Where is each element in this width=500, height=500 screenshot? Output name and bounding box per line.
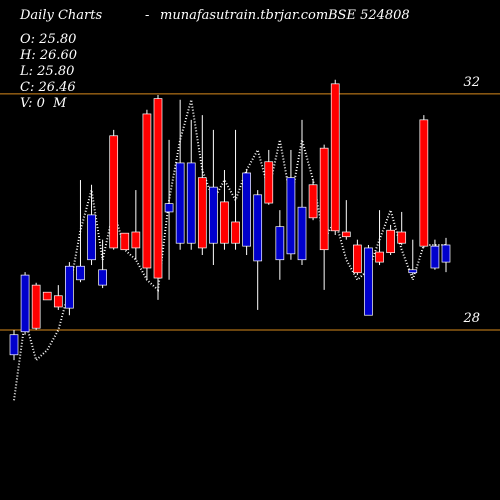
candle-body bbox=[209, 186, 218, 244]
y-tick-label: 32 bbox=[463, 75, 480, 90]
candle-body bbox=[197, 177, 207, 249]
candle-body bbox=[308, 184, 318, 219]
candle-body bbox=[186, 162, 196, 244]
candle-body bbox=[20, 274, 30, 333]
candle-body bbox=[164, 203, 174, 213]
candle-body bbox=[231, 221, 240, 244]
candle-body bbox=[286, 177, 296, 255]
candle-body bbox=[31, 284, 41, 329]
candle-body bbox=[353, 244, 362, 274]
y-tick-label: 28 bbox=[462, 311, 480, 326]
candle-body bbox=[175, 162, 185, 244]
candle-body bbox=[441, 244, 451, 263]
separator: - bbox=[145, 8, 149, 23]
symbol: BSE 524808 bbox=[327, 8, 410, 23]
candle-body bbox=[408, 269, 418, 274]
candle-body bbox=[87, 214, 96, 261]
site: munafasutrain.tbrjar.com bbox=[160, 8, 328, 23]
candle-body bbox=[53, 295, 63, 308]
candle-body bbox=[42, 291, 52, 301]
candle-body bbox=[419, 119, 429, 247]
candle-body bbox=[341, 231, 351, 238]
candle-body bbox=[430, 245, 440, 269]
candle-body bbox=[386, 229, 395, 254]
candle-body bbox=[98, 269, 107, 286]
candle-body bbox=[131, 231, 141, 249]
candle-body bbox=[76, 265, 85, 281]
candle-body bbox=[275, 226, 285, 261]
ohlc-info: H: 26.60 bbox=[19, 48, 77, 63]
ohlc-info: C: 26.46 bbox=[20, 80, 76, 95]
candle-body bbox=[120, 232, 130, 251]
moving-line bbox=[13, 99, 446, 401]
candle-body bbox=[397, 231, 407, 244]
chart-title: Daily Charts bbox=[19, 8, 102, 23]
candle-body bbox=[330, 83, 340, 232]
ohlc-info: V: 0 M bbox=[20, 96, 67, 111]
candle-body bbox=[109, 135, 119, 249]
candle-body bbox=[220, 201, 229, 244]
candle-body bbox=[297, 206, 307, 261]
candle-body bbox=[264, 161, 274, 204]
candle-body bbox=[9, 334, 19, 356]
candle-body bbox=[153, 98, 163, 279]
candle-body bbox=[375, 251, 384, 263]
ohlc-info: O: 25.80 bbox=[20, 32, 76, 47]
candle-body bbox=[319, 147, 329, 251]
candle-body bbox=[253, 194, 263, 262]
candle-body bbox=[65, 265, 74, 309]
candle-body bbox=[142, 113, 152, 269]
ohlc-info: L: 25.80 bbox=[19, 64, 74, 79]
candle-body bbox=[364, 247, 373, 316]
candle-body bbox=[242, 172, 251, 247]
